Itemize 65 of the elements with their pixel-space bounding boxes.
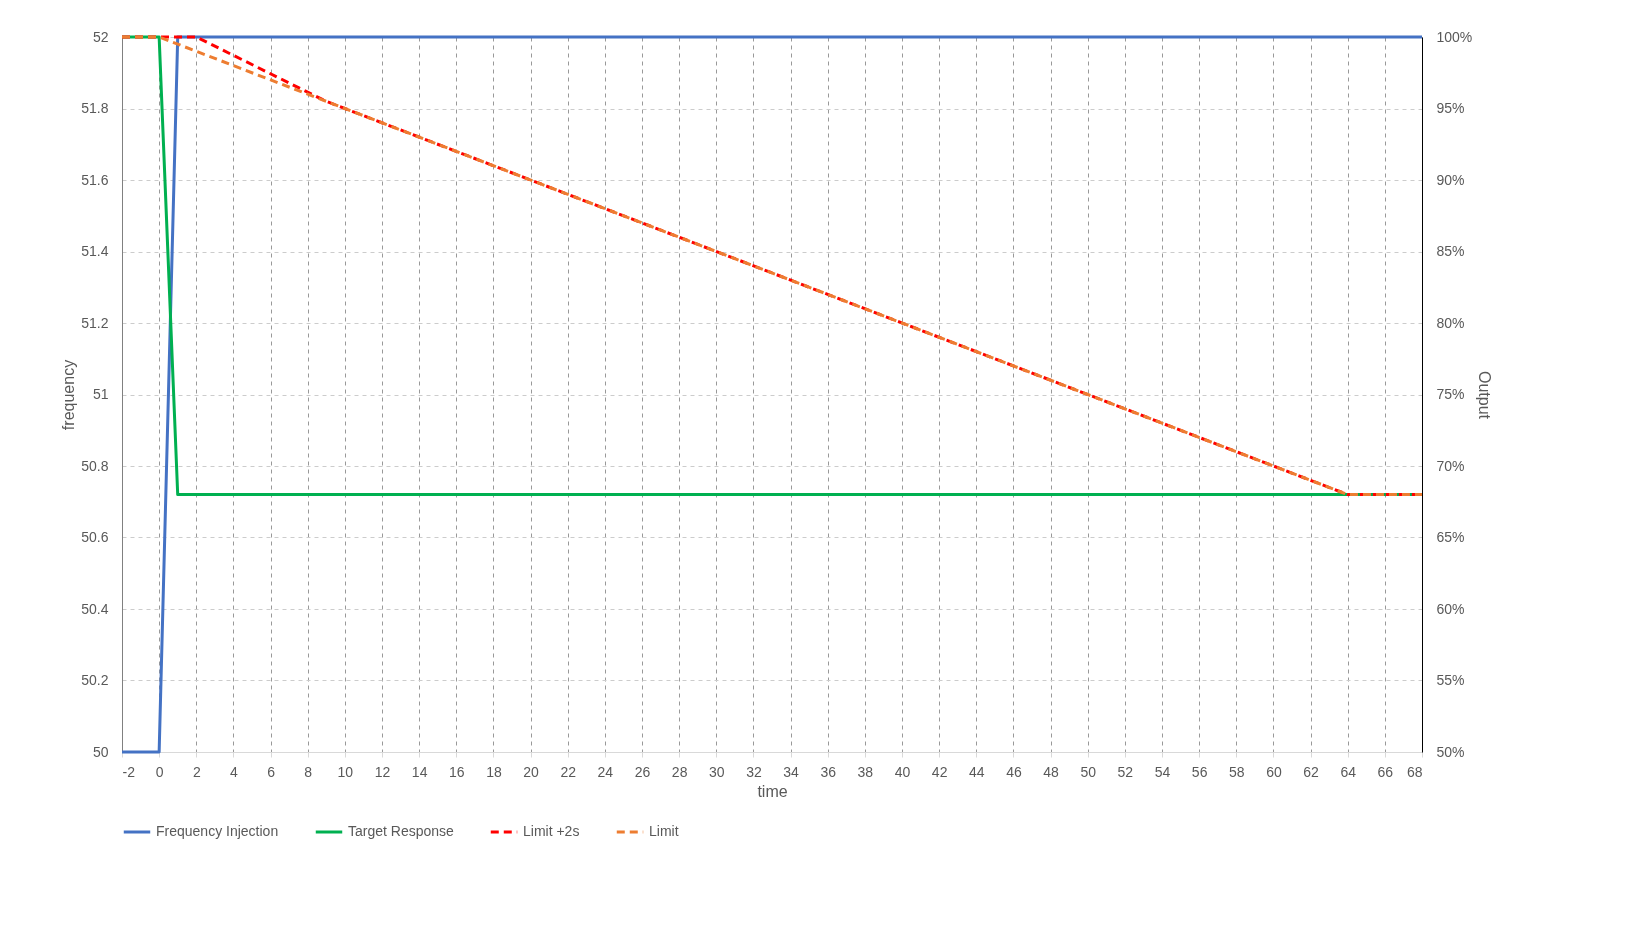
x-tick-label: 28 [671, 763, 688, 780]
x-tick-label: 24 [597, 763, 614, 780]
legend-label: Limit +2s [523, 823, 580, 839]
y-tick-label: 50.2 [81, 672, 109, 688]
x-tick-label: 50 [1080, 763, 1097, 780]
y2-tick-label: 70% [1436, 457, 1465, 474]
y-tick-label: 51.4 [81, 243, 109, 259]
x-tick-label: 54 [1154, 763, 1171, 780]
x-tick-label: 4 [230, 763, 239, 780]
x-tick-label: 2 [192, 763, 201, 780]
x-tick-label: 30 [709, 763, 725, 780]
y2-tick-label: 85% [1436, 243, 1465, 259]
y2-tick-label: 100% [1436, 28, 1473, 45]
y-tick-label: 50.6 [81, 529, 109, 545]
x-tick-label: 18 [486, 763, 502, 780]
x-tick-label: 12 [374, 763, 391, 780]
legend-label: Limit [649, 823, 679, 839]
x-tick-label: 58 [1229, 763, 1245, 780]
y-tick-label: 51.8 [81, 100, 109, 116]
x-tick-label: 42 [931, 763, 948, 780]
y-tick-label: 50.4 [81, 600, 109, 617]
y2-tick-label: 65% [1436, 529, 1465, 545]
x-axis-title: time [757, 782, 788, 800]
y2-tick-label: 95% [1436, 100, 1465, 116]
x-tick-label: 68 [1406, 763, 1423, 780]
x-tick-label: 0 [155, 763, 164, 780]
legend-label: Target Response [348, 823, 455, 839]
y-tick-label: 51.2 [81, 314, 109, 331]
y-tick-label: 50.8 [81, 457, 109, 474]
y2-tick-label: 75% [1436, 386, 1465, 402]
x-tick-label: 66 [1377, 763, 1394, 780]
y2-tick-label: 90% [1436, 171, 1465, 188]
x-tick-label: 14 [411, 763, 428, 780]
x-tick-label: 22 [560, 763, 577, 780]
x-tick-label: 64 [1340, 763, 1357, 780]
x-tick-label: 10 [337, 763, 354, 780]
x-tick-label: 56 [1191, 763, 1208, 780]
x-tick-label: 46 [1006, 763, 1022, 780]
y2-tick-label: 80% [1436, 314, 1465, 331]
x-tick-label: 38 [857, 763, 874, 780]
y2-tick-label: 50% [1436, 743, 1465, 760]
x-tick-label: 26 [634, 763, 651, 780]
x-tick-label: 48 [1043, 763, 1060, 780]
y-axis-title: frequency [60, 359, 78, 431]
x-tick-label: 34 [783, 763, 800, 780]
y2-tick-label: 55% [1436, 672, 1465, 688]
x-tick-label: 8 [304, 763, 313, 780]
x-tick-label: -2 [122, 763, 136, 780]
y-tick-label: 50 [92, 743, 109, 760]
y-tick-label: 52 [92, 28, 109, 45]
x-tick-label: 62 [1303, 763, 1320, 780]
x-tick-label: 60 [1266, 763, 1282, 780]
x-tick-label: 40 [894, 763, 911, 780]
y2-axis-title: Output [1476, 370, 1494, 420]
y2-tick-label: 60% [1436, 600, 1465, 617]
y-tick-label: 51.6 [81, 171, 109, 188]
x-tick-label: 6 [267, 763, 276, 780]
x-tick-label: 44 [969, 763, 985, 780]
legend-label: Frequency Injection [156, 823, 279, 839]
x-tick-label: 52 [1117, 763, 1134, 780]
x-tick-label: 36 [820, 763, 837, 780]
x-tick-label: 20 [523, 763, 540, 780]
y-tick-label: 51 [92, 386, 109, 402]
x-tick-label: 32 [746, 763, 762, 780]
x-tick-label: 16 [449, 763, 465, 780]
